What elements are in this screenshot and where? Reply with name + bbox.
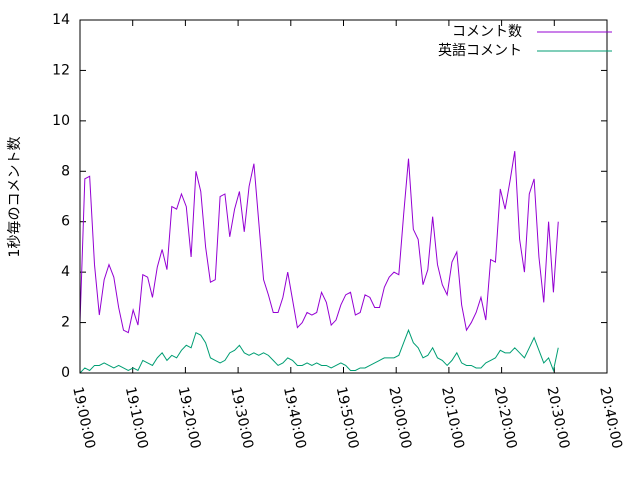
y-tick-label: 10 [52, 113, 70, 129]
data-line [79, 151, 559, 334]
y-tick-label: 6 [61, 214, 70, 230]
data-line [79, 328, 559, 374]
y-tick-label: 14 [52, 12, 70, 28]
x-tick-label: 20:20:00 [491, 385, 520, 450]
x-tick-label: 20:00:00 [385, 385, 414, 450]
x-tick-label: 20:30:00 [543, 385, 572, 450]
plot-frame [79, 19, 608, 374]
legend-label: コメント数 [452, 24, 522, 40]
y-tick-label: 2 [61, 315, 70, 331]
x-tick-label: 19:50:00 [333, 385, 362, 450]
x-tick-label: 20:40:00 [596, 385, 625, 450]
y-tick-label: 4 [61, 264, 70, 280]
x-tick-label: 19:20:00 [175, 385, 204, 450]
x-tick-label: 19:10:00 [122, 385, 151, 450]
y-axis-label: 1秒毎のコメント数 [7, 137, 23, 258]
x-tick-label: 20:10:00 [438, 385, 467, 450]
y-tick-label: 12 [52, 62, 70, 78]
y-tick-label: 8 [61, 163, 70, 179]
x-tick-label: 19:30:00 [227, 385, 256, 450]
x-tick-label: 19:00:00 [69, 385, 98, 450]
x-tick-label: 19:40:00 [280, 385, 309, 450]
legend-label: 英語コメント [438, 42, 522, 59]
y-tick-label: 0 [61, 365, 70, 381]
